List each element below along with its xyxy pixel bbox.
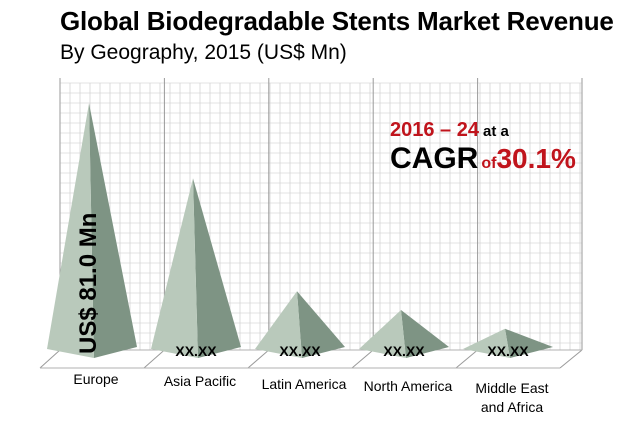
- data-label: US$ 81.0 Mn: [75, 213, 102, 354]
- x-tick-label: Latin America: [262, 376, 347, 392]
- floor-divider: [39, 349, 61, 369]
- x-tick-label: Asia Pacific: [164, 373, 236, 389]
- floor-divider: [559, 349, 583, 369]
- cagr-rate: 30.1%: [496, 143, 576, 174]
- x-tick-label: Europe: [73, 371, 118, 387]
- floor-divider: [351, 349, 374, 369]
- cagr-of: of: [481, 155, 497, 172]
- pyramid-side-face: [193, 178, 241, 358]
- cagr-at-a: at a: [482, 123, 509, 140]
- floor-divider: [143, 349, 165, 369]
- data-label: XX.XX: [383, 343, 425, 359]
- chart-title: Global Biodegradable Stents Market Reven…: [60, 6, 614, 36]
- x-tick-label: and Africa: [481, 399, 543, 415]
- cagr-rate-line: CAGR of30.1%: [390, 142, 576, 176]
- x-tick-label: North America: [364, 378, 453, 394]
- pyramid-side-face: [89, 103, 137, 358]
- pyramid-bar: [359, 310, 406, 358]
- x-tick-label: Middle East: [475, 380, 548, 396]
- pyramid-side-face: [297, 291, 345, 358]
- pyramid-bar: [463, 328, 510, 358]
- data-label: XX.XX: [279, 343, 321, 359]
- cagr-years: 2016 – 24: [390, 119, 479, 141]
- pyramid-side-face: [401, 310, 449, 358]
- data-label: XX.XX: [487, 343, 529, 359]
- data-label: XX.XX: [175, 343, 217, 359]
- floor-divider: [455, 349, 478, 369]
- cagr-years-line: 2016 – 24 at a: [390, 119, 509, 142]
- cagr-word: CAGR: [390, 142, 479, 175]
- floor-divider: [247, 349, 270, 369]
- pyramid-bar: [47, 103, 94, 358]
- chart-subtitle: By Geography, 2015 (US$ Mn): [60, 41, 347, 64]
- pyramid-bar: [151, 178, 198, 358]
- pyramid-side-face: [505, 328, 553, 358]
- pyramid-bar: [255, 291, 302, 358]
